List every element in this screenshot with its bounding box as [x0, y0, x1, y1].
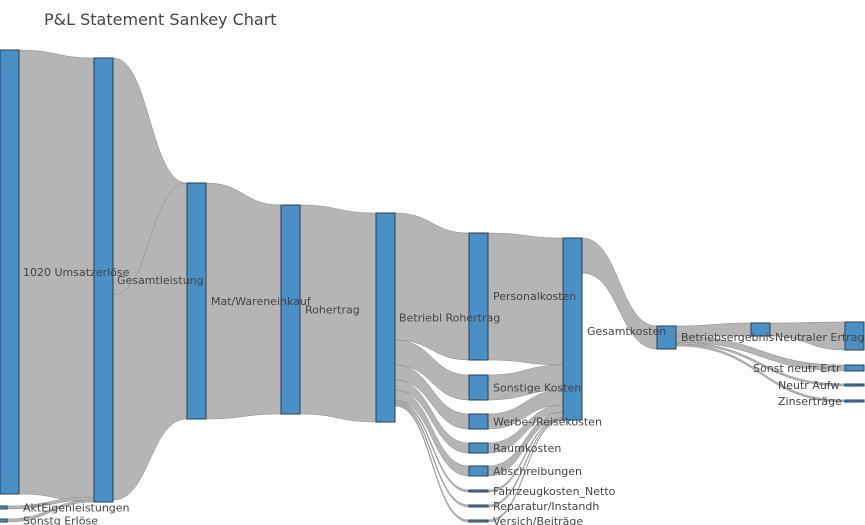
- label-sonstkost: Sonstige Kosten: [493, 382, 581, 395]
- label-gesamtl: Gesamtleistung: [117, 274, 204, 287]
- label-neutraufw: Neutr Aufw: [778, 379, 839, 392]
- label-werbe: Werbe-/Reisekosten: [493, 416, 602, 429]
- labels-layer: 1020 UmsatzerlöseAktEigenleistungenSonst…: [23, 266, 864, 525]
- node-reparatur[interactable]: [468, 504, 489, 508]
- node-akteigen[interactable]: [0, 505, 8, 510]
- label-neutraler: Neutraler Ertrag: [775, 331, 864, 344]
- label-zins: Zinserträge: [778, 395, 842, 408]
- node-umsatz[interactable]: [0, 49, 20, 495]
- label-akteigen: AktEigenleistungen: [23, 502, 130, 515]
- node-raum[interactable]: [468, 442, 489, 454]
- node-matware[interactable]: [186, 182, 207, 420]
- label-matware: Mat/Wareneinkauf: [211, 295, 312, 308]
- node-fahrzeug[interactable]: [468, 489, 489, 493]
- node-abschr[interactable]: [468, 465, 489, 477]
- node-gesamtkost[interactable]: [562, 237, 583, 421]
- label-rohertrag: Rohertrag: [305, 304, 360, 317]
- label-umsatz: 1020 Umsatzerlöse: [23, 266, 130, 279]
- node-neutraufw[interactable]: [844, 383, 865, 387]
- label-personal: Personalkosten: [493, 290, 576, 303]
- node-sonstneutr[interactable]: [844, 364, 865, 372]
- node-personal[interactable]: [468, 232, 489, 361]
- label-raum: Raumkosten: [493, 442, 561, 455]
- node-betriebserg[interactable]: [656, 325, 677, 350]
- label-sonstberl: Sonstg Erlöse: [23, 515, 98, 525]
- node-werbe[interactable]: [468, 413, 489, 430]
- node-betriebroh[interactable]: [375, 212, 396, 423]
- label-abschr: Abschreibungen: [493, 465, 582, 478]
- label-betriebroh: Betriebl Rohertrag: [399, 312, 500, 325]
- links-layer: [6, 49, 846, 523]
- label-gesamtkost: Gesamtkosten: [587, 325, 666, 338]
- label-reparatur: Reparatur/Instandh: [493, 500, 599, 513]
- chart-title: P&L Statement Sankey Chart: [44, 10, 277, 29]
- label-betriebserg: Betriebsergebnis: [681, 331, 775, 344]
- node-sonstberl[interactable]: [0, 518, 8, 523]
- label-fahrzeug: Fahrzeugkosten_Netto: [493, 485, 616, 498]
- node-sonstkost[interactable]: [468, 374, 489, 401]
- link-betriebroh-to-personal[interactable]: [394, 212, 470, 361]
- node-versich[interactable]: [468, 519, 489, 523]
- label-versich: Versich/Beiträge: [493, 515, 583, 525]
- node-zins[interactable]: [844, 399, 865, 403]
- node-gesamtl[interactable]: [93, 57, 114, 503]
- nodes-layer: [0, 49, 865, 523]
- node-neutraler-right[interactable]: [844, 321, 865, 351]
- node-neutraler[interactable]: [750, 322, 771, 337]
- label-sonstneutr: Sonst neutr Ertr: [753, 362, 841, 375]
- node-rohertrag[interactable]: [280, 204, 301, 415]
